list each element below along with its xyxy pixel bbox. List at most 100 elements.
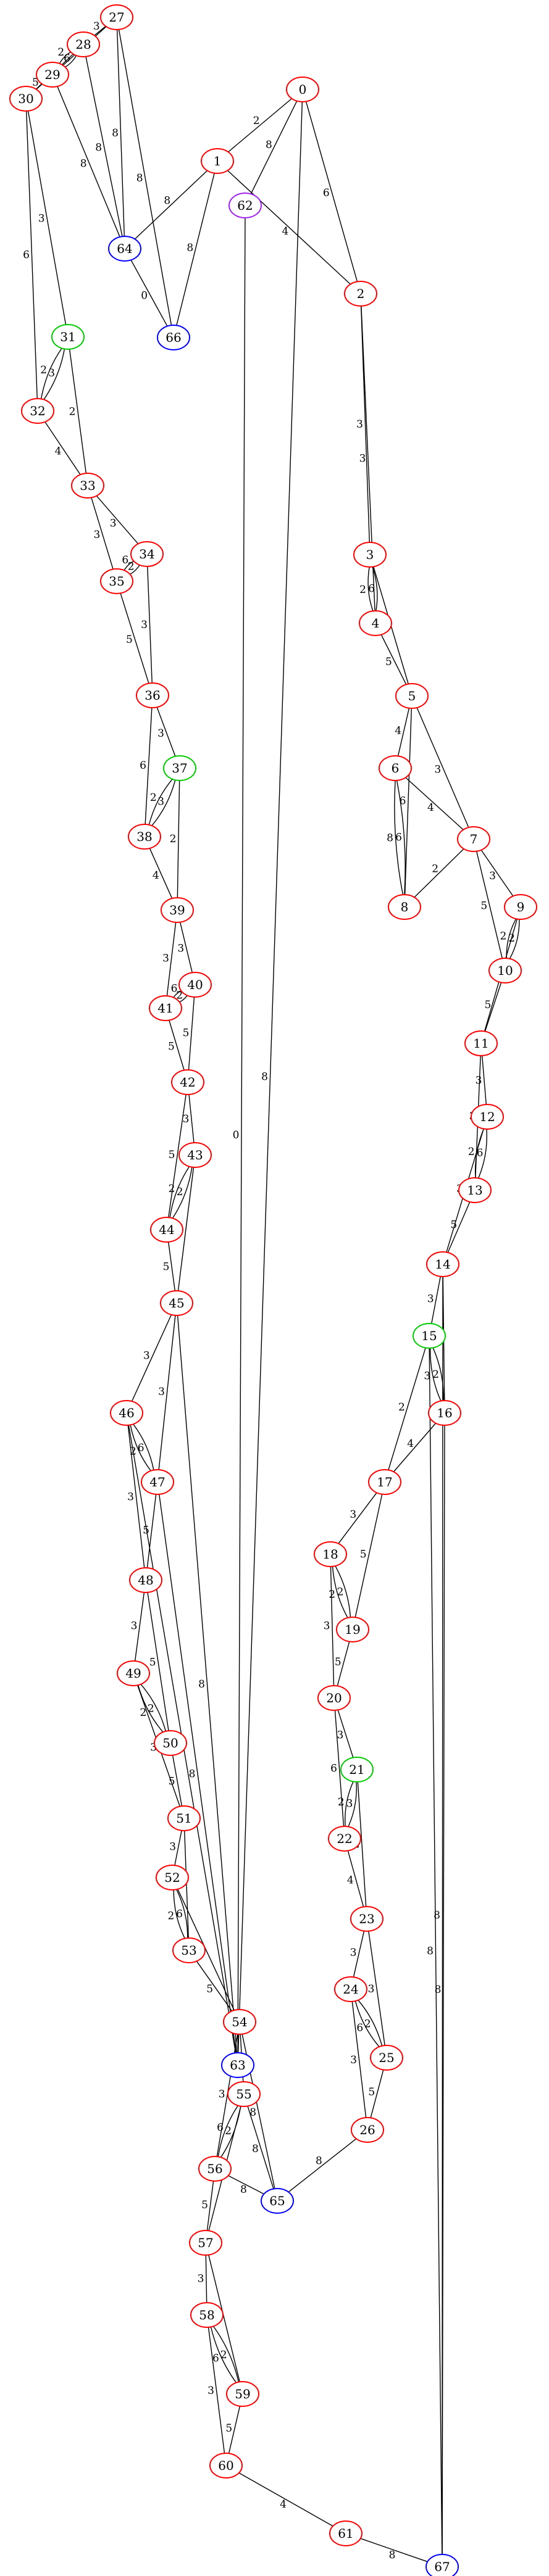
edge-label-3-4: 6 bbox=[368, 583, 375, 595]
edge-30-32 bbox=[26, 110, 38, 399]
edge-24-25 bbox=[354, 2000, 380, 2047]
node-36-ellipse bbox=[136, 682, 169, 708]
edge-label-19-20: 5 bbox=[335, 1656, 342, 1668]
node-44-ellipse bbox=[150, 1217, 183, 1243]
edge-label-34-35: 6 bbox=[122, 554, 128, 566]
node-66: 66 bbox=[157, 325, 190, 350]
edge-label-28-29: 6 bbox=[64, 52, 70, 65]
edge-60-61 bbox=[238, 2472, 333, 2527]
node-32-ellipse bbox=[21, 398, 54, 424]
edge-label-25-26: 5 bbox=[368, 2086, 375, 2098]
edge-label-31-32: 3 bbox=[48, 367, 55, 379]
node-15: 15 bbox=[413, 1323, 446, 1349]
node-62-label: 62 bbox=[237, 198, 253, 213]
edge-3-4 bbox=[367, 566, 374, 611]
edge-37-38 bbox=[151, 780, 176, 826]
node-67-label: 67 bbox=[434, 2559, 450, 2574]
edge-21-22 bbox=[345, 1781, 354, 1827]
edge-label-9-10: 2 bbox=[508, 932, 515, 945]
edge-label-58-60: 3 bbox=[207, 2385, 214, 2397]
edge-label-45-63: 8 bbox=[198, 1678, 205, 1691]
edge-label-1-66: 8 bbox=[186, 242, 193, 254]
edge-label-64-66: 0 bbox=[141, 289, 148, 302]
edge-label-59-60: 5 bbox=[225, 2422, 232, 2435]
node-43-ellipse bbox=[178, 1142, 212, 1168]
edge-45-63 bbox=[177, 1315, 238, 2053]
edge-label-49-50: 2 bbox=[148, 1702, 154, 1715]
edge-label-28-29: 2 bbox=[57, 46, 64, 59]
edge-label-54-65: 8 bbox=[249, 2106, 256, 2119]
node-23: 23 bbox=[350, 1906, 383, 1932]
node-4-ellipse bbox=[359, 610, 392, 636]
node-9: 9 bbox=[504, 894, 537, 920]
node-48: 48 bbox=[129, 1567, 162, 1593]
edge-15-17 bbox=[388, 1348, 426, 1470]
node-46-ellipse bbox=[110, 1400, 143, 1426]
node-66-label: 66 bbox=[166, 330, 181, 345]
edge-43-45 bbox=[177, 1167, 195, 1291]
edge-label-18-19: 2 bbox=[329, 1589, 335, 1601]
node-49-ellipse bbox=[117, 1660, 150, 1686]
edge-37-38 bbox=[148, 779, 173, 825]
node-52-label: 52 bbox=[164, 1870, 180, 1885]
node-36: 36 bbox=[136, 682, 169, 708]
node-58-ellipse bbox=[190, 2302, 224, 2328]
node-60-ellipse bbox=[209, 2453, 243, 2479]
edge-label-33-35: 3 bbox=[93, 529, 100, 541]
node-24-ellipse bbox=[334, 1976, 367, 2002]
edge-label-6-8: 8 bbox=[387, 832, 393, 845]
edge-41-42 bbox=[169, 1020, 185, 1071]
edge-5-8 bbox=[404, 708, 412, 895]
edge-7-10 bbox=[476, 851, 503, 959]
node-67: 67 bbox=[425, 2554, 459, 2576]
edge-0-63 bbox=[237, 101, 303, 2053]
node-56-ellipse bbox=[198, 2156, 232, 2182]
node-37-label: 37 bbox=[172, 761, 187, 776]
edge-33-34 bbox=[96, 495, 139, 544]
node-14-label: 14 bbox=[435, 1257, 450, 1272]
node-9-label: 9 bbox=[517, 900, 525, 914]
edge-46-47 bbox=[130, 1425, 151, 1472]
edge-44-45 bbox=[167, 1241, 176, 1291]
node-2-ellipse bbox=[344, 281, 377, 307]
edge-6-7 bbox=[405, 777, 464, 830]
edge-26-65 bbox=[288, 2138, 357, 2193]
edge-24-25 bbox=[358, 2000, 383, 2047]
node-43: 43 bbox=[178, 1142, 212, 1168]
node-51-label: 51 bbox=[176, 1811, 191, 1826]
edge-label-18-19: 2 bbox=[337, 1586, 344, 1599]
node-28-label: 28 bbox=[75, 37, 91, 52]
node-34-ellipse bbox=[130, 541, 164, 567]
node-42-ellipse bbox=[171, 1069, 204, 1095]
node-12-ellipse bbox=[471, 1104, 504, 1130]
edge-label-9-10: 2 bbox=[500, 930, 507, 943]
node-7-ellipse bbox=[457, 826, 490, 852]
edge-55-65 bbox=[247, 2106, 274, 2189]
node-45-ellipse bbox=[160, 1290, 193, 1316]
edge-label-1-64: 8 bbox=[164, 194, 170, 207]
edge-1-64 bbox=[134, 170, 208, 239]
edge-label-6-7: 4 bbox=[427, 801, 434, 814]
edge-36-38 bbox=[145, 707, 153, 825]
edge-15-16 bbox=[430, 1348, 442, 1401]
node-42: 42 bbox=[171, 1069, 204, 1095]
node-11-label: 11 bbox=[473, 1036, 488, 1051]
edge-50-51 bbox=[172, 1755, 183, 1807]
node-38-label: 38 bbox=[136, 829, 152, 844]
edge-35-36 bbox=[120, 593, 149, 684]
node-59-ellipse bbox=[226, 2381, 259, 2407]
edge-label-37-38: 3 bbox=[157, 796, 164, 808]
edge-45-47 bbox=[158, 1315, 176, 1470]
node-3-label: 3 bbox=[366, 547, 374, 562]
node-57-ellipse bbox=[189, 2230, 222, 2256]
edge-label-5-6: 4 bbox=[395, 724, 401, 737]
edge-label-14-67: 8 bbox=[434, 1909, 440, 1921]
edge-labels-layer: 2868884033623546346823522353362353682328… bbox=[23, 20, 515, 2561]
node-17-ellipse bbox=[368, 1469, 401, 1495]
node-3-ellipse bbox=[353, 542, 387, 568]
edge-11-12 bbox=[481, 1055, 487, 1105]
node-19: 19 bbox=[336, 1617, 369, 1642]
node-26-label: 26 bbox=[359, 2123, 375, 2137]
edge-label-10-11: 5 bbox=[485, 999, 492, 1011]
edge-23-25 bbox=[368, 1931, 385, 2046]
